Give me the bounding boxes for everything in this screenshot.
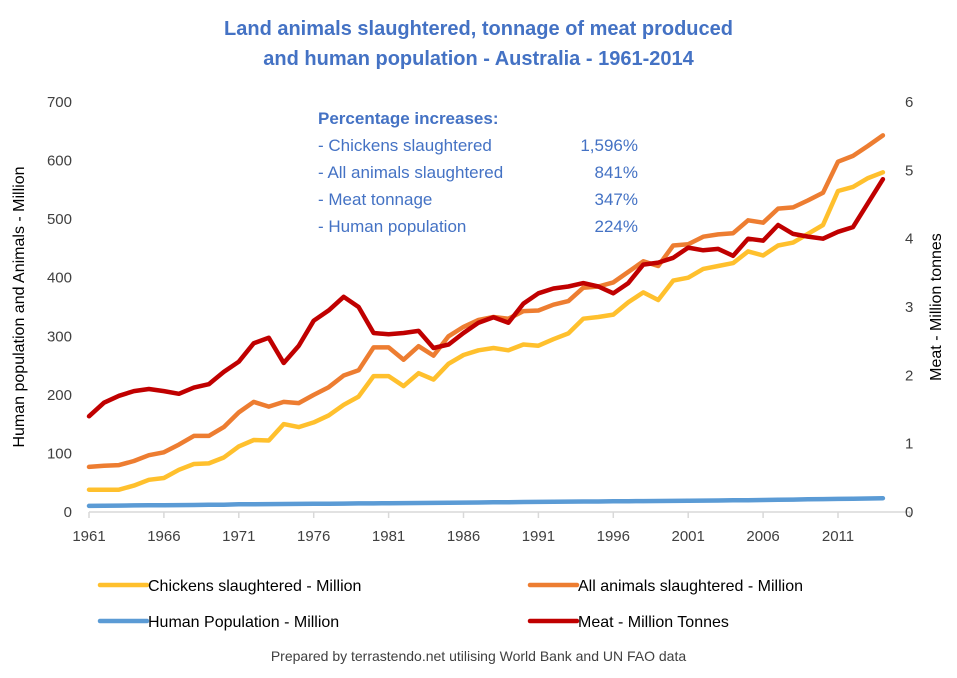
series-line-human-population-million <box>86 495 886 509</box>
x-tick-label: 1986 <box>447 528 480 545</box>
y-tick-label: 300 <box>47 328 72 345</box>
series-group <box>86 133 886 509</box>
legend-label: Chickens slaughtered - Million <box>148 578 361 595</box>
legend-label: All animals slaughtered - Million <box>578 578 803 595</box>
annotation-label: - Chickens slaughtered <box>318 136 492 155</box>
series-line-chickens-slaughtered-million <box>86 170 886 492</box>
y2-axis-title: Meat - Million tonnes <box>928 233 945 381</box>
x-tick-label: 1991 <box>522 528 555 545</box>
y-tick-label: 700 <box>47 94 72 111</box>
series-line-all-animals-slaughtered-million <box>86 133 886 470</box>
annotation-value: 347% <box>595 190 638 209</box>
y-tick-label: 100 <box>47 445 72 462</box>
annotation-label: - Meat tonnage <box>318 190 432 209</box>
legend-item: Human Population - Million <box>97 614 339 631</box>
chart-title-line-2: and human population - Australia - 1961-… <box>263 48 694 70</box>
y2-tick-label: 5 <box>905 162 913 179</box>
y2-tick-label: 4 <box>905 231 913 248</box>
source-footer: Prepared by terrastendo.net utilising Wo… <box>270 648 687 664</box>
y2-tick-label: 3 <box>905 299 913 316</box>
y2-tick-label: 2 <box>905 367 913 384</box>
x-tick-label: 1966 <box>147 528 180 545</box>
annotation-heading: Percentage increases: <box>318 109 499 128</box>
legend-item: All animals slaughtered - Million <box>527 578 803 595</box>
legend-label: Meat - Million Tonnes <box>578 614 729 631</box>
annotation-label: - All animals slaughtered <box>318 163 503 182</box>
axes: 1961 1966 1971 1976 1981 1986 1991 1996 2001 2006… <box>11 94 945 545</box>
x-tick-label: 1996 <box>597 528 630 545</box>
y-tick-label: 600 <box>47 153 72 170</box>
x-tick-label: 1976 <box>297 528 330 545</box>
x-tick-label: 1971 <box>222 528 255 545</box>
y2-tick-label: 0 <box>905 504 913 521</box>
annotation-value: 224% <box>595 217 638 236</box>
legend-label: Human Population - Million <box>148 614 339 631</box>
percentage-annotation: Percentage increases: - Chickens slaughte… <box>318 109 638 236</box>
y-axis-title: Human population and Animals - Million <box>11 166 28 447</box>
legend: Chickens slaughtered - Million All animal… <box>97 578 803 631</box>
x-tick-label: 1981 <box>372 528 405 545</box>
x-tick-label: 2006 <box>746 528 779 545</box>
y-tick-label: 0 <box>64 504 72 521</box>
y2-tick-label: 6 <box>905 94 913 111</box>
chart-title-line-1: Land animals slaughtered, tonnage of mea… <box>224 18 733 40</box>
y-tick-label: 400 <box>47 270 72 287</box>
annotation-label: - Human population <box>318 217 466 236</box>
y-tick-label: 500 <box>47 211 72 228</box>
annotation-value: 841% <box>595 163 638 182</box>
x-tick-label: 2001 <box>672 528 705 545</box>
legend-item: Meat - Million Tonnes <box>527 614 729 631</box>
x-tick-label: 2011 <box>822 528 854 545</box>
legend-item: Chickens slaughtered - Million <box>97 578 361 595</box>
x-tick-label: 1961 <box>72 528 105 545</box>
y2-tick-label: 1 <box>905 436 913 453</box>
y-tick-label: 200 <box>47 387 72 404</box>
annotation-value: 1,596% <box>580 136 638 155</box>
series-line-meat-million-tonnes <box>86 176 886 419</box>
